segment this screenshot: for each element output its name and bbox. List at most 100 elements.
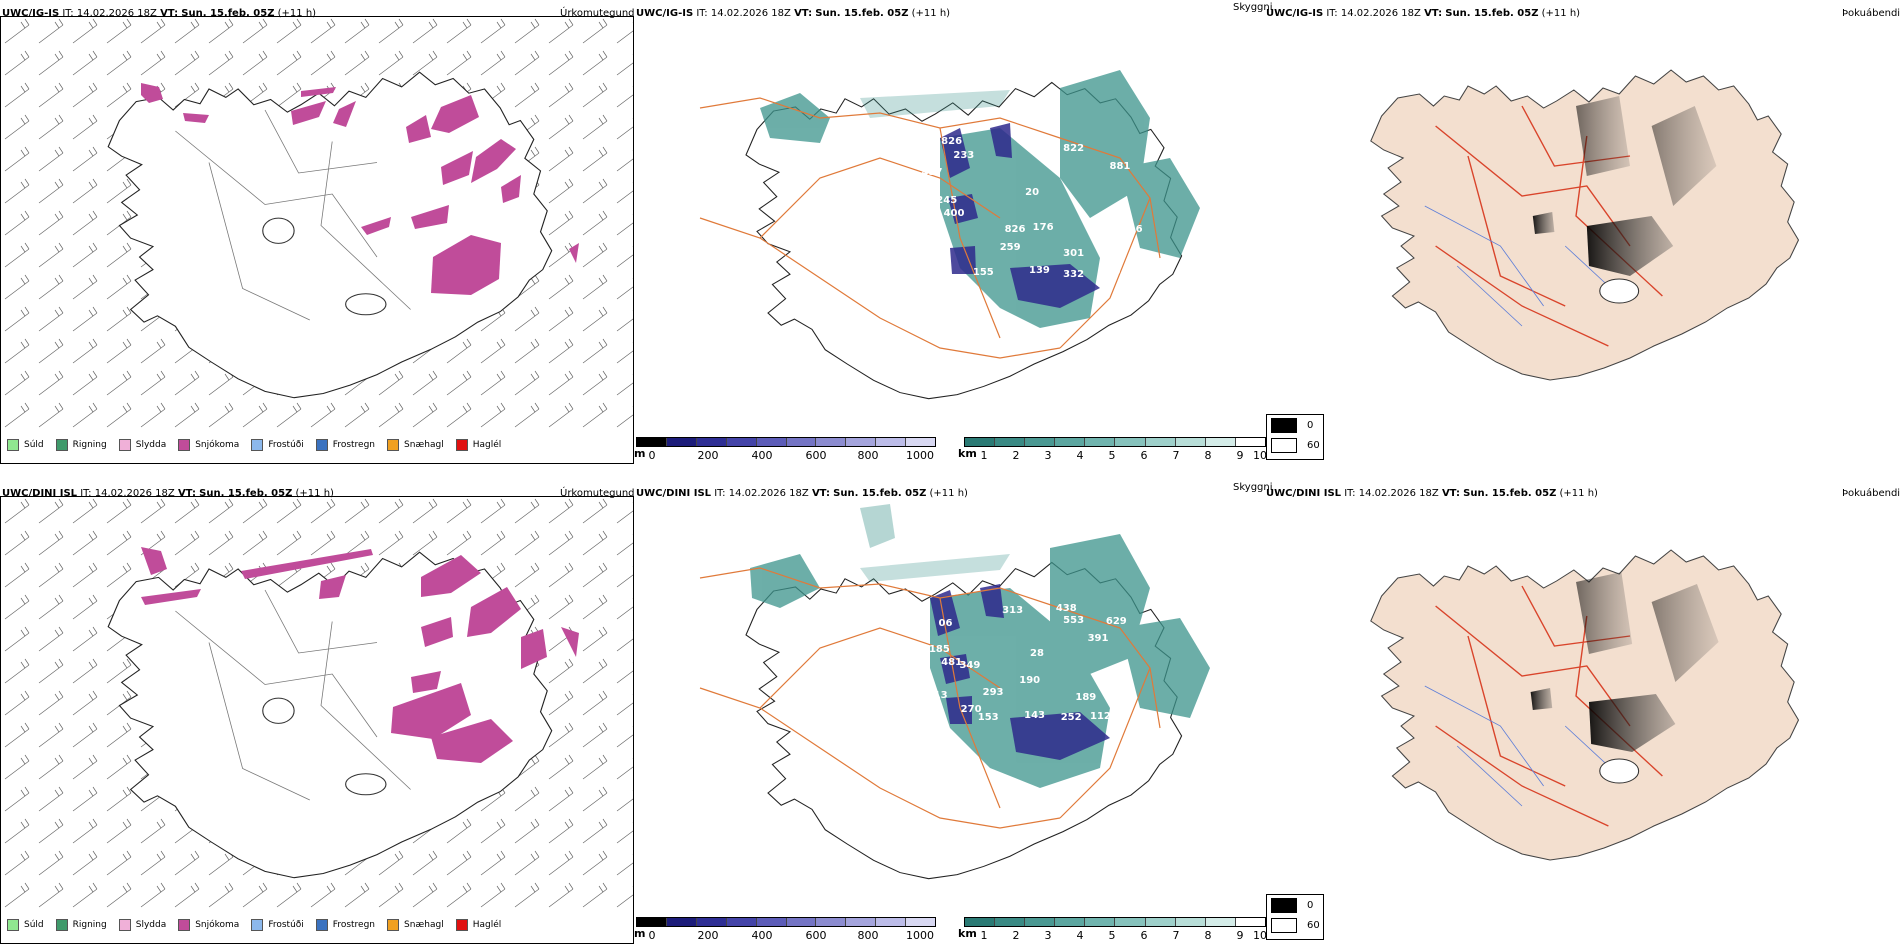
cloud-base-label: 06	[939, 618, 953, 629]
cloud-base-label: 245	[936, 195, 957, 206]
cloud-panel-row2: UWC/DINI ISL IT: 14.02.2026 18Z VT: Sun.…	[634, 480, 1273, 950]
cloud-scale: km 1 2 3 4 5 6 7 8 9 10	[958, 917, 1268, 945]
cloud-base-label: 189	[1075, 692, 1096, 703]
cloud-ticks: 1 2 3 4 5 6 7 8 9 10	[980, 449, 1268, 462]
cloud-base-label: 469	[906, 208, 927, 219]
cloud-base-label: 438	[1056, 603, 1077, 614]
cloud-base-label: 143	[1024, 710, 1045, 721]
fog-panel-row1: UWC/IG-IS IT: 14.02.2026 18Z VT: Sun. 15…	[1266, 0, 1900, 470]
cloud-panel-row1: UWC/IG-IS IT: 14.02.2026 18Z VT: Sun. 15…	[634, 0, 1273, 470]
field-name: Þokuábendi	[1842, 488, 1900, 499]
cloud-base-label: 391	[1088, 633, 1109, 644]
cloud-base-label: 437	[922, 167, 943, 178]
cloud-base-label: 332	[1063, 269, 1084, 280]
cloud-base-label: 233	[953, 150, 974, 161]
mountain-ticks: 0 200 400 600 800 1000	[648, 449, 935, 462]
cloud-base-label: 270	[961, 704, 982, 715]
cloud-map: 826 822 233 881 437 30 20 30 245 469 400 826 176 416 1…	[699, 70, 1200, 400]
cloud-base-label: 881	[1110, 161, 1131, 172]
legend-item: Frostregn	[315, 439, 375, 451]
cloud-base-label: 139	[1029, 265, 1050, 276]
legend-item: Frostúði	[251, 439, 304, 451]
fog-key: 0 60	[1266, 894, 1324, 940]
legend-item: Snæhagl	[387, 439, 444, 451]
legend-item: Frostregn	[315, 919, 375, 931]
roads	[699, 567, 1161, 829]
fog-key-row: 0	[1267, 415, 1323, 435]
fog-panel-row2: UWC/DINI ISL IT: 14.02.2026 18Z VT: Sun.…	[1266, 480, 1900, 950]
legend-item: Snjókoma	[178, 919, 239, 931]
cloud-base-label: 112	[1090, 711, 1111, 722]
legend-swatch	[251, 439, 264, 451]
cloud-base-label: 116	[902, 624, 923, 635]
snow-areas	[141, 83, 579, 295]
cloud-base-label: 826	[1005, 224, 1026, 235]
panel-title: UWC/IG-IS IT: 14.02.2026 18Z VT: Sun. 15…	[1266, 8, 1581, 19]
fog-key: 0 60	[1266, 414, 1324, 460]
legend-item: Slydda	[118, 919, 166, 931]
mountain-areas	[940, 123, 1100, 308]
legend-swatch	[251, 919, 264, 931]
cloud-unit: km	[958, 927, 977, 940]
roads	[699, 97, 1161, 359]
cloud-base-label: 313	[1002, 605, 1023, 616]
cloud-base-label: 349	[959, 660, 980, 671]
legend-item: Slydda	[118, 439, 166, 451]
precip-legend: Súld Rigning Slydda Snjókoma Frostúði Fr…	[7, 919, 513, 931]
fog-key-row: 0	[1267, 895, 1323, 915]
legend-item: Súld	[7, 439, 44, 451]
snow-areas	[141, 547, 579, 763]
legend-swatch	[178, 439, 191, 451]
cloud-base-label: 252	[1061, 712, 1082, 723]
cloud-base-label: 190	[1019, 675, 1040, 686]
legend-swatch	[118, 919, 131, 931]
legend-swatch	[55, 439, 68, 451]
precip-panel-row1: UWC/IG-IS IT: 14.02.2026 18Z VT: Sun. 15…	[0, 0, 635, 470]
legend-item: Snjókoma	[178, 439, 239, 451]
legend-item: Haglél	[455, 919, 501, 931]
cloud-base-label: 138	[907, 698, 928, 709]
cloud-base-label: 229	[897, 647, 918, 658]
cloud-scale-cells	[964, 437, 1266, 447]
legend-item: Rigning	[55, 439, 107, 451]
cloud-base-label: 185	[929, 644, 950, 655]
legend-item: Súld	[7, 919, 44, 931]
precip-legend: Súld Rigning Slydda Snjókoma Frostúði Fr…	[7, 439, 513, 451]
cloud-base-label: 826	[941, 136, 962, 147]
legend-swatch	[55, 919, 68, 931]
precip-map	[1, 497, 633, 909]
mountain-scale: m 0 200 400 600 800 1000	[634, 917, 936, 945]
fog-areas	[1530, 572, 1719, 752]
cloud-base-label: 259	[1000, 242, 1021, 253]
cloud-base-label: 822	[1063, 143, 1084, 154]
precip-map	[1, 17, 633, 429]
legend-swatch	[455, 919, 468, 931]
legend-swatch	[178, 919, 191, 931]
field-name: Skyggni	[1233, 482, 1273, 493]
cloud-base-label: 416	[1122, 224, 1143, 235]
cloud-base-label: 400	[944, 208, 965, 219]
panel-title: UWC/DINI ISL IT: 14.02.2026 18Z VT: Sun.…	[636, 488, 968, 499]
mountain-scale: m 0 200 400 600 800 1000	[634, 437, 936, 465]
legend-swatch	[118, 439, 131, 451]
mountain-unit: m	[634, 927, 646, 940]
cloud-unit: km	[958, 447, 977, 460]
cloud-base-label: 28	[1030, 648, 1044, 659]
legend-swatch	[315, 919, 328, 931]
cloud-base-label: 293	[983, 687, 1004, 698]
cloud-scale: km 1 2 3 4 5 6 7 8 9 10	[958, 437, 1268, 465]
panel-title: UWC/IG-IS IT: 14.02.2026 18Z VT: Sun. 15…	[636, 8, 951, 19]
fog-map	[1370, 549, 1800, 861]
cloud-base-label: 146	[914, 242, 935, 253]
precip-map-frame: Súld Rigning Slydda Snjókoma Frostúði Fr…	[0, 496, 634, 944]
panel-title: UWC/IG-IS IT: 14.02.2026 18Z VT: Sun. 15…	[2, 8, 317, 19]
cloud-areas	[760, 70, 1200, 328]
mountain-scale-cells	[636, 917, 936, 927]
cloud-ticks: 1 2 3 4 5 6 7 8 9 10	[980, 929, 1268, 942]
cloud-base-label: 97	[731, 617, 745, 628]
legend-swatch	[387, 919, 400, 931]
mountain-areas	[930, 584, 1110, 760]
mountain-ticks: 0 200 400 600 800 1000	[648, 929, 935, 942]
cloud-base-label: 13	[934, 690, 948, 701]
legend-swatch	[7, 919, 19, 931]
